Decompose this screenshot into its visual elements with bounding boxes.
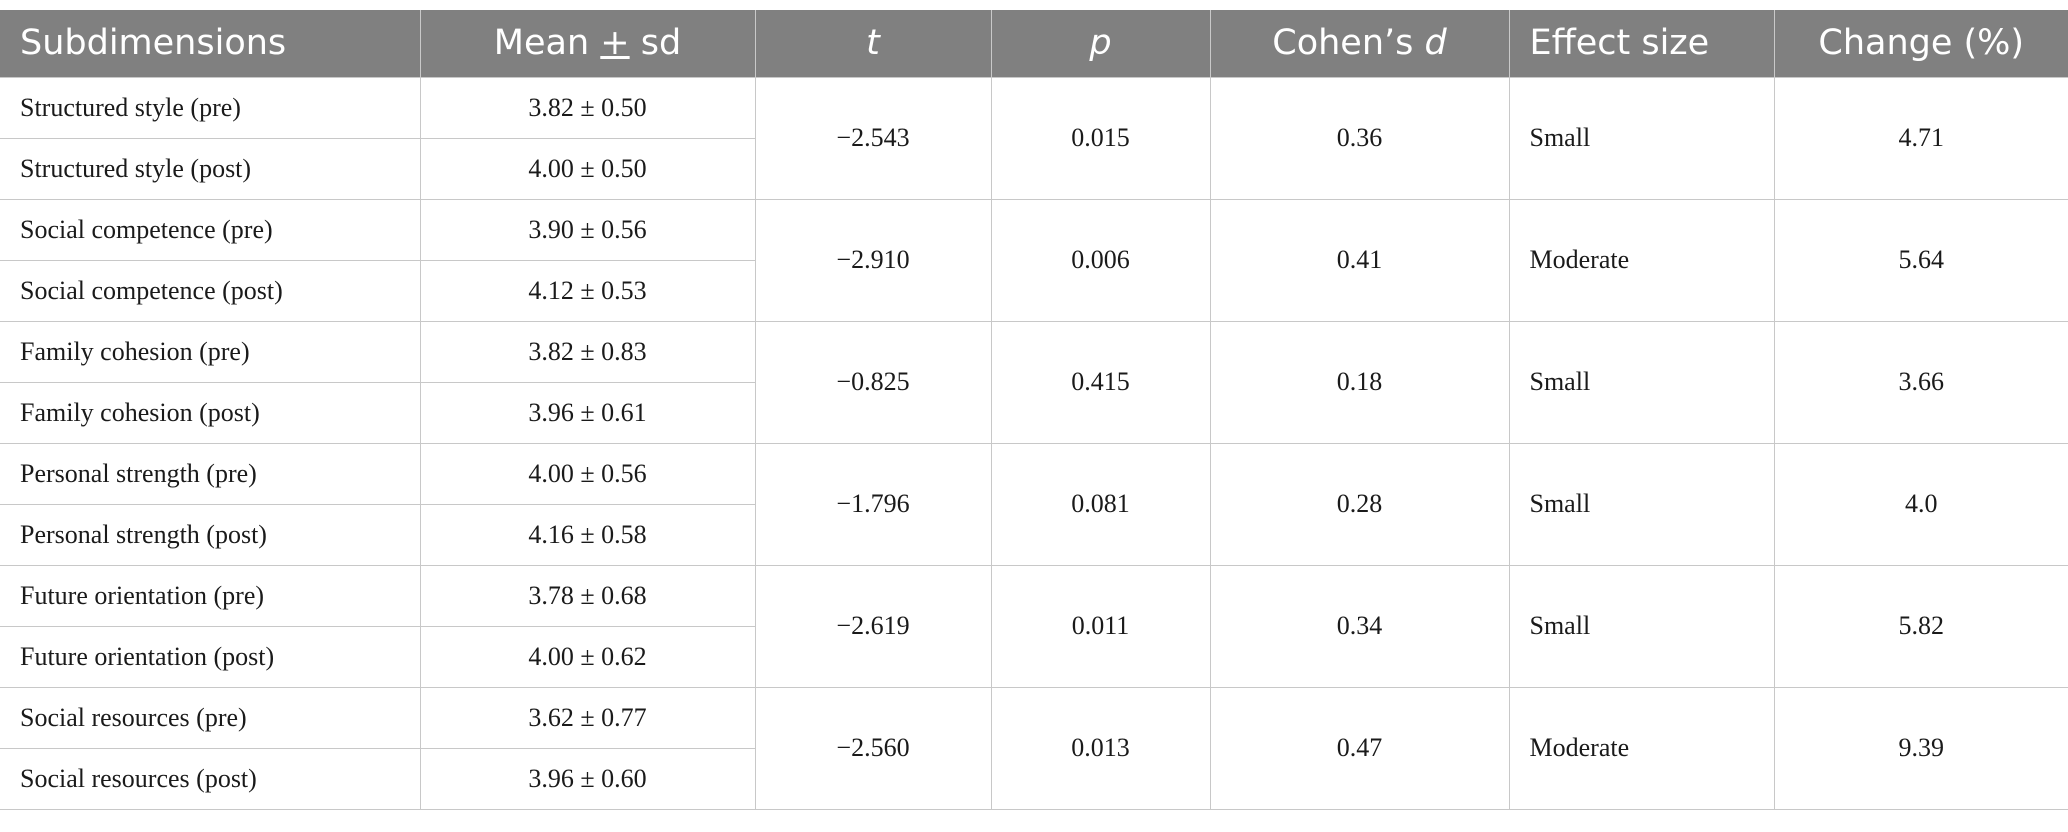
mean-sd-post: 4.16 ± 0.58 bbox=[419, 503, 755, 566]
subdimension-post-label: Future orientation (post) bbox=[0, 625, 421, 688]
effect-size-value: Moderate bbox=[1508, 686, 1775, 810]
t-value: −2.910 bbox=[754, 198, 992, 322]
subdimension-post-label: Personal strength (post) bbox=[0, 503, 421, 566]
mean-sd-pre: 4.00 ± 0.56 bbox=[419, 442, 756, 505]
subdimension-pre-label: Family cohesion (pre) bbox=[0, 320, 421, 383]
subdimension-post-label: Social competence (post) bbox=[0, 259, 421, 322]
table-row: Personal strength (pre) 4.00 ± 0.56 −1.796… bbox=[0, 442, 2068, 566]
subdimension-post-label: Structured style (post) bbox=[0, 137, 421, 200]
t-value: −0.825 bbox=[754, 320, 992, 444]
header-subdimensions: Subdimensions bbox=[0, 10, 421, 77]
p-value: 0.015 bbox=[990, 76, 1211, 200]
cohens-d-value: 0.28 bbox=[1209, 442, 1510, 566]
t-value: −2.543 bbox=[754, 76, 992, 200]
header-row: Subdimensions Mean + sd t p Cohen’s d Ef… bbox=[0, 10, 2068, 77]
table-row: Social competence (post) 4.12 ± 0.53 bbox=[0, 259, 2068, 322]
table-row: Structured style (pre) 3.82 ± 0.50 −2.543 0… bbox=[0, 76, 2068, 200]
change-percent-value: 9.39 bbox=[1773, 686, 2068, 810]
table-row: Future orientation (post) 4.00 ± 0.62 bbox=[0, 625, 2068, 688]
table-row: Social resources (pre) 3.62 ± 0.77 −2.560 0… bbox=[0, 686, 2068, 810]
mean-sd-pre: 3.90 ± 0.56 bbox=[419, 198, 756, 261]
mean-sd-post: 4.12 ± 0.53 bbox=[419, 259, 755, 322]
subdimension-pre-label: Social competence (pre) bbox=[0, 198, 421, 261]
header-mean-sd: Mean + sd bbox=[420, 10, 756, 77]
table-row: Social competence (pre) 3.90 ± 0.56 −2.910… bbox=[0, 198, 2068, 322]
mean-sd-pre: 3.82 ± 0.50 bbox=[419, 76, 756, 139]
subdimension-pre-label: Structured style (pre) bbox=[0, 76, 421, 139]
header-t: t bbox=[755, 10, 992, 77]
change-percent-value: 5.82 bbox=[1773, 564, 2068, 688]
effect-size-value: Small bbox=[1508, 442, 1775, 566]
p-value: 0.013 bbox=[990, 686, 1211, 810]
t-value: −2.619 bbox=[754, 564, 992, 688]
table-body: Structured style (pre) 3.82 ± 0.50 −2.543 0… bbox=[0, 76, 2068, 810]
header-p: p bbox=[991, 10, 1211, 77]
change-percent-value: 4.71 bbox=[1773, 76, 2068, 200]
subdimension-pre-label: Social resources (pre) bbox=[0, 686, 421, 749]
effect-size-value: Small bbox=[1508, 564, 1775, 688]
effect-size-value: Small bbox=[1508, 76, 1775, 200]
mean-sd-pre: 3.78 ± 0.68 bbox=[419, 564, 756, 627]
subdimension-pre-label: Future orientation (pre) bbox=[0, 564, 421, 627]
mean-sd-post: 4.00 ± 0.50 bbox=[419, 137, 755, 200]
p-value: 0.081 bbox=[990, 442, 1211, 566]
t-value: −1.796 bbox=[754, 442, 992, 566]
subdimension-post-label: Social resources (post) bbox=[0, 747, 421, 810]
results-table-container: Subdimensions Mean + sd t p Cohen’s d Ef… bbox=[0, 10, 2068, 810]
header-change: Change (%) bbox=[1774, 10, 2068, 77]
table-row: Personal strength (post) 4.16 ± 0.58 bbox=[0, 503, 2068, 566]
cohens-d-value: 0.18 bbox=[1209, 320, 1510, 444]
cohens-d-value: 0.34 bbox=[1209, 564, 1510, 688]
table-row: Future orientation (pre) 3.78 ± 0.68 −2.61… bbox=[0, 564, 2068, 688]
subdimension-pre-label: Personal strength (pre) bbox=[0, 442, 421, 505]
p-value: 0.011 bbox=[990, 564, 1211, 688]
header-effect-size: Effect size bbox=[1509, 10, 1775, 77]
subdimension-post-label: Family cohesion (post) bbox=[0, 381, 421, 444]
change-percent-value: 3.66 bbox=[1773, 320, 2068, 444]
table-row: Structured style (post) 4.00 ± 0.50 bbox=[0, 137, 2068, 200]
p-value: 0.006 bbox=[990, 198, 1211, 322]
results-table: Subdimensions Mean + sd t p Cohen’s d Ef… bbox=[0, 10, 2068, 810]
mean-sd-post: 3.96 ± 0.61 bbox=[419, 381, 755, 444]
effect-size-value: Small bbox=[1508, 320, 1775, 444]
cohens-d-value: 0.47 bbox=[1209, 686, 1510, 810]
mean-sd-pre: 3.62 ± 0.77 bbox=[419, 686, 756, 749]
header-cohens-d: Cohen’s d bbox=[1210, 10, 1510, 77]
mean-sd-pre: 3.82 ± 0.83 bbox=[419, 320, 756, 383]
table-row: Family cohesion (pre) 3.82 ± 0.83 −0.825 0.… bbox=[0, 320, 2068, 444]
mean-sd-post: 3.96 ± 0.60 bbox=[419, 747, 755, 810]
mean-sd-post: 4.00 ± 0.62 bbox=[419, 625, 755, 688]
cohens-d-value: 0.41 bbox=[1209, 198, 1510, 322]
change-percent-value: 4.0 bbox=[1773, 442, 2068, 566]
t-value: −2.560 bbox=[754, 686, 992, 810]
p-value: 0.415 bbox=[990, 320, 1211, 444]
table-row: Social resources (post) 3.96 ± 0.60 bbox=[0, 747, 2068, 810]
effect-size-value: Moderate bbox=[1508, 198, 1775, 322]
cohens-d-value: 0.36 bbox=[1209, 76, 1510, 200]
change-percent-value: 5.64 bbox=[1773, 198, 2068, 322]
